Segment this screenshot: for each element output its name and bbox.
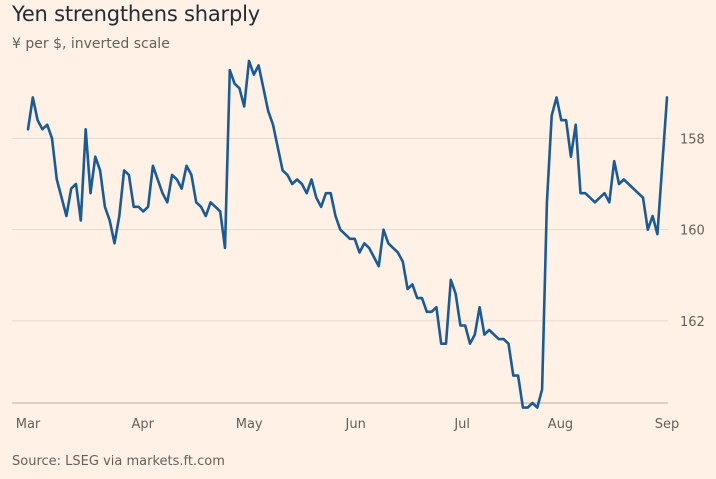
- x-tick-label-may: May: [236, 417, 263, 432]
- chart-title: Yen strengthens sharply: [12, 2, 260, 26]
- y-tick-label-162: 162: [680, 315, 705, 330]
- x-tick-label-jul: Jul: [453, 417, 470, 432]
- x-tick-label-mar: Mar: [16, 417, 41, 432]
- x-tick-label-sep: Sep: [655, 417, 680, 432]
- x-tick-label-apr: Apr: [131, 417, 154, 432]
- y-tick-label-158: 158: [680, 132, 705, 147]
- chart-source: Source: LSEG via markets.ft.com: [12, 454, 225, 469]
- x-tick-label-aug: Aug: [548, 417, 573, 432]
- chart-subtitle: ¥ per $, inverted scale: [12, 36, 170, 52]
- series-line-0: [26, 59, 669, 409]
- x-tick-label-jun: Jun: [345, 417, 366, 432]
- y-tick-label-160: 160: [680, 224, 705, 239]
- line-chart: 158 160 162 Mar Apr May Jun Jul Aug Sep: [12, 59, 705, 432]
